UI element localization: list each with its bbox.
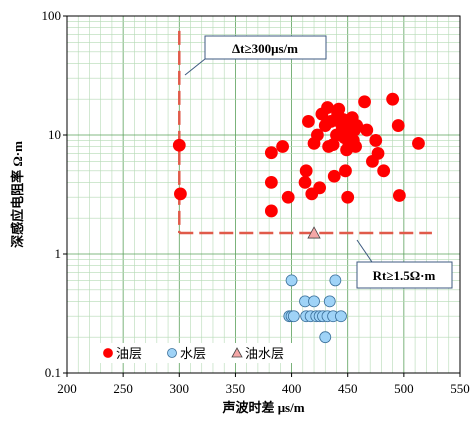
x-tick-label: 350 [226, 381, 246, 396]
data-point [341, 190, 355, 204]
data-point [335, 310, 347, 323]
data-point [377, 164, 391, 178]
data-points [172, 92, 425, 344]
data-point [285, 274, 298, 287]
data-point [386, 92, 400, 106]
callouts: Δt≥300μs/m Rt≥1.5Ω·m [184, 35, 453, 289]
x-tick-label: 300 [170, 381, 190, 396]
data-point [371, 147, 385, 160]
data-point [172, 138, 186, 152]
data-point [308, 295, 320, 308]
y-tick-label: 1 [55, 246, 62, 261]
callout-label-x: Δt≥300μs/m [232, 41, 298, 56]
legend-swatch [231, 347, 243, 358]
data-point [281, 190, 295, 204]
data-point [264, 146, 278, 160]
legend: 油层 水层 油水层 [98, 343, 298, 363]
data-point [299, 164, 313, 178]
data-point [174, 187, 187, 201]
data-point [276, 140, 289, 153]
y-axis-label: 深感应电阻率 Ω·m [10, 141, 25, 248]
series-2 [307, 226, 321, 239]
legend-swatch [167, 348, 177, 358]
data-point [391, 119, 405, 132]
tick-labels: 200 250 300 350 400 450 500 550 0.1 1 10 100 [42, 8, 470, 396]
data-point [313, 181, 327, 195]
data-point [369, 134, 383, 147]
legend-label: 油层 [116, 346, 142, 361]
data-point [287, 310, 300, 323]
data-point [298, 175, 312, 189]
callout-box-y [356, 261, 453, 289]
legend-swatch [103, 348, 113, 358]
callout-pointer-y [356, 239, 373, 263]
x-tick-label: 200 [57, 381, 77, 396]
data-point [358, 95, 371, 109]
data-point [310, 128, 324, 142]
y-tick-label: 100 [42, 8, 62, 23]
data-point [264, 175, 278, 189]
x-tick-label: 400 [282, 381, 302, 396]
legend-label: 水层 [180, 346, 206, 361]
y-tick-label: 0.1 [45, 365, 61, 380]
legend-box [98, 343, 298, 363]
x-tick-label: 550 [450, 381, 470, 396]
data-point [327, 169, 341, 183]
x-tick-label: 250 [113, 381, 133, 396]
data-point [323, 295, 336, 308]
data-point [264, 204, 278, 218]
data-point [412, 136, 425, 150]
callout-label-y: Rt≥1.5Ω·m [373, 268, 436, 283]
callout-box-x [204, 35, 327, 60]
callout-pointer-x [184, 58, 206, 76]
x-tick-label: 500 [394, 381, 414, 396]
legend-label: 油水层 [245, 346, 284, 361]
data-point [392, 189, 406, 202]
data-point [319, 331, 332, 344]
data-point [302, 115, 315, 128]
plot-frame [66, 15, 461, 374]
y-tick-label: 10 [48, 127, 61, 142]
data-point [360, 123, 374, 137]
x-tick-label: 450 [338, 381, 358, 396]
data-point [339, 164, 352, 178]
cutoff-lines [178, 30, 432, 235]
data-point [329, 274, 342, 287]
series-1 [283, 274, 347, 344]
data-point-triangle [307, 226, 321, 239]
x-axis-label: 声波时差 μs/m [221, 400, 304, 415]
data-point [349, 140, 362, 153]
series-0 [172, 92, 425, 218]
